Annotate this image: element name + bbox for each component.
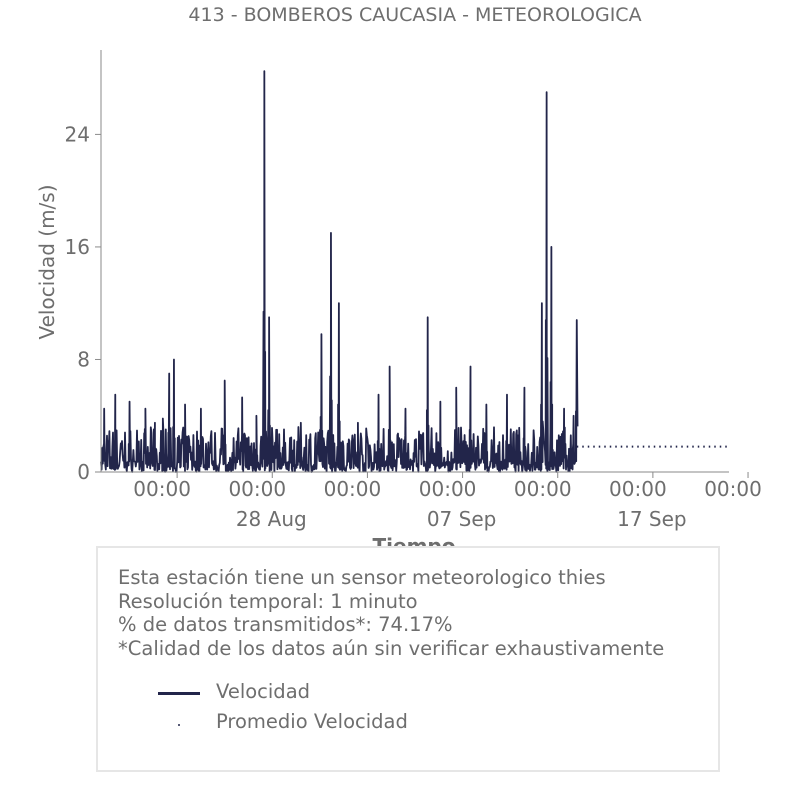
legend-label: Promedio Velocidad	[216, 710, 408, 733]
info-transmitted-line: % de datos transmitidos*: 74.17%	[118, 613, 453, 636]
x-tick-label: 00:00	[133, 477, 191, 501]
y-tick-label: 24	[65, 122, 90, 146]
info-sensor-line: Esta estación tiene un sensor meteorolog…	[118, 566, 606, 589]
x-tick-label: 00:00	[324, 477, 382, 501]
info-box: Esta estación tiene un sensor meteorolog…	[96, 546, 720, 772]
info-resolution-line: Resolución temporal: 1 minuto	[118, 589, 418, 613]
y-axis: 0 8 16 24	[65, 50, 102, 484]
x-tick-label: 00:00	[609, 477, 667, 501]
legend-line-swatch	[158, 692, 200, 695]
x-date-label: 17 Sep	[617, 507, 687, 531]
chart-title: 413 - BOMBEROS CAUCASIA - METEOROLOGICA	[188, 4, 641, 26]
info-quality-line: *Calidad de los datos aún sin verificar …	[118, 636, 665, 660]
x-tick-label: 00:00	[704, 477, 762, 501]
x-date-label: 07 Sep	[427, 507, 497, 531]
y-tick-label: 0	[77, 460, 90, 484]
legend-label: Velocidad	[216, 680, 311, 703]
x-tick-label: 00:00	[514, 477, 572, 501]
x-axis: 00:00 00:00 28 Aug 00:00 00:00 07 Sep 00:00 00:…	[101, 471, 762, 531]
series-velocidad-line	[100, 70, 579, 473]
plot-area	[100, 70, 729, 473]
y-axis-label: Velocidad (m/s)	[35, 184, 59, 339]
legend-dot-swatch	[178, 724, 180, 726]
x-tick-label: 00:00	[228, 477, 286, 501]
y-tick-label: 16	[65, 235, 90, 259]
y-tick-label: 8	[77, 347, 90, 371]
x-date-label: 28 Aug	[236, 507, 307, 531]
info-lines: Esta estación tiene un sensor meteorolog…	[118, 566, 664, 660]
x-tick-label: 00:00	[419, 477, 477, 501]
